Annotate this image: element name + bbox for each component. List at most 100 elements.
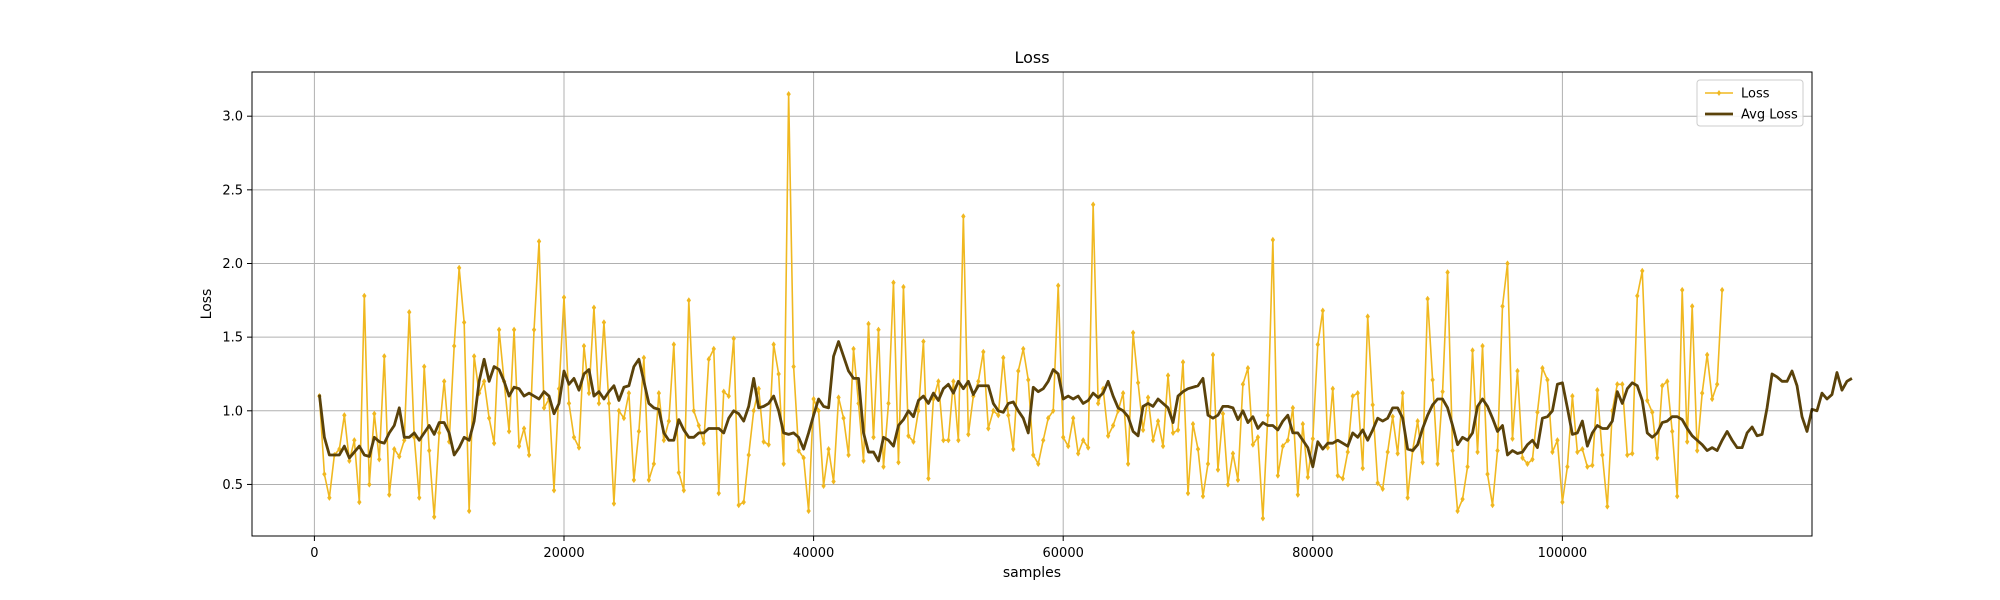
loss-point [511, 326, 517, 333]
loss-point [1220, 410, 1226, 417]
loss-point [911, 438, 916, 445]
loss-point [626, 389, 632, 397]
loss-point [1475, 448, 1480, 456]
loss-point [1320, 307, 1325, 314]
loss-point [1125, 460, 1131, 467]
loss-point [1540, 364, 1545, 372]
loss-point [1555, 437, 1560, 444]
loss-point [1061, 434, 1066, 441]
loss-point [1420, 459, 1425, 466]
loss-point [1210, 351, 1216, 358]
avg-loss-line [317, 340, 1853, 469]
loss-point [566, 400, 572, 407]
x-tick-label: 0 [310, 546, 318, 561]
loss-point [437, 429, 442, 437]
loss-point [422, 363, 427, 370]
loss-point [1021, 345, 1026, 353]
loss-point [696, 422, 701, 429]
loss-point [1500, 303, 1505, 310]
loss-point [741, 498, 746, 506]
loss-point [1135, 379, 1141, 386]
loss-point [1105, 432, 1111, 439]
loss-point [686, 297, 691, 304]
loss-point [1545, 376, 1550, 383]
loss-point [1445, 269, 1450, 276]
loss-point [836, 394, 841, 401]
loss-point [1310, 435, 1315, 442]
loss-point [1315, 341, 1320, 348]
loss-point [1670, 428, 1675, 435]
loss-point [611, 500, 617, 507]
loss-point [796, 447, 801, 454]
loss-point [651, 460, 657, 467]
loss-point [1280, 443, 1286, 450]
loss-point [442, 378, 447, 385]
loss-point [866, 320, 871, 328]
loss-point [1565, 463, 1570, 470]
loss-point [352, 437, 357, 444]
loss-point [382, 353, 387, 360]
loss-point [451, 342, 457, 350]
legend-label-avg-loss: Avg Loss [1741, 108, 1798, 123]
loss-point [1305, 473, 1310, 481]
loss-point [1185, 490, 1191, 497]
loss-point [417, 494, 422, 501]
loss-point [886, 400, 891, 407]
x-axis-title: samples [1003, 565, 1061, 581]
loss-point [956, 437, 961, 444]
loss-point [1595, 387, 1600, 394]
loss-point [1235, 476, 1241, 484]
loss-point [1520, 454, 1525, 462]
loss-point [402, 437, 407, 444]
loss-point [801, 454, 806, 462]
loss-point [616, 407, 622, 414]
loss-point [591, 304, 597, 311]
loss-point [1560, 498, 1565, 506]
loss-point [636, 428, 642, 435]
loss-point [751, 407, 756, 414]
loss-point [1550, 448, 1555, 456]
loss-point [1709, 395, 1715, 403]
loss-point [367, 481, 372, 488]
loss-point [981, 348, 986, 355]
loss-point [1080, 437, 1086, 444]
loss-point [1600, 451, 1605, 459]
loss-point [1110, 422, 1116, 429]
loss-point [1615, 381, 1620, 388]
loss-point [851, 345, 856, 353]
loss-point [377, 456, 382, 463]
loss-point [1026, 376, 1031, 383]
loss-point [1355, 389, 1360, 397]
loss-point [991, 407, 996, 414]
loss-point [976, 378, 981, 385]
loss-point [646, 476, 652, 484]
y-axis-title: Loss [199, 289, 215, 320]
loss-point [876, 326, 881, 333]
loss-point [761, 438, 766, 445]
loss-point [756, 385, 761, 392]
loss-point [1660, 382, 1665, 389]
loss-point [1340, 475, 1345, 482]
loss-point [1335, 472, 1340, 479]
loss-point [1620, 381, 1625, 388]
loss-point [481, 378, 487, 385]
loss-point [701, 440, 706, 447]
loss-point [461, 319, 467, 326]
loss-point [581, 342, 587, 350]
loss-point [771, 341, 776, 348]
loss-point [1006, 412, 1011, 419]
loss-point [1090, 201, 1096, 208]
loss-point [821, 482, 826, 490]
loss-point [1510, 435, 1515, 442]
loss-point [896, 459, 901, 466]
loss-point [806, 507, 811, 515]
loss-point [766, 441, 771, 448]
loss-point [1385, 448, 1390, 456]
loss-point [831, 478, 836, 485]
loss-point [1075, 450, 1081, 457]
loss-point [721, 388, 726, 395]
loss-point [322, 471, 327, 478]
loss-point [1195, 445, 1201, 453]
loss-point [1041, 437, 1046, 444]
loss-point [1415, 417, 1420, 425]
